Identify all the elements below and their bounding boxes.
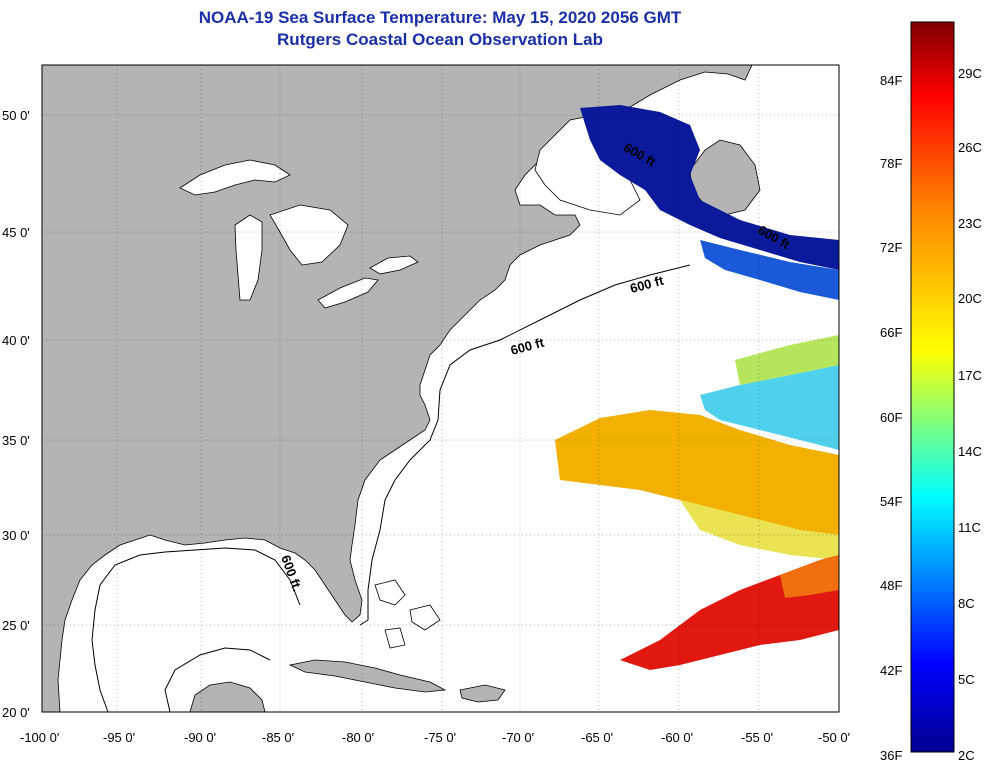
lon-tick-label: -95 0' (103, 730, 135, 745)
bahamas (374, 579, 441, 649)
colorbar-f-labels: 84F 78F 72F 66F 60F 54F 48F 42F 36F (880, 73, 902, 763)
colorbar-c-label: 17C (958, 368, 982, 383)
sst-yellow-region (680, 500, 839, 560)
yucatan (189, 681, 266, 712)
lat-tick-label: 30 0' (2, 528, 30, 543)
lon-tick-label: -90 0' (184, 730, 216, 745)
island-cuba (288, 659, 447, 693)
sst-green-region (735, 335, 839, 385)
colorbar-f-label: 54F (880, 494, 902, 509)
colorbar-c-label: 20C (958, 291, 982, 306)
lat-axis: 50 0' 45 0' 40 0' 35 0' 30 0' 25 0' 20 0… (2, 108, 30, 720)
sst-warm-region (555, 410, 839, 535)
land-north-america (42, 65, 753, 712)
lat-tick-label: 40 0' (2, 333, 30, 348)
lat-tick-label: 25 0' (2, 618, 30, 633)
lat-tick-label: 20 0' (2, 705, 30, 720)
lon-tick-label: -75 0' (424, 730, 456, 745)
lat-tick-label: 50 0' (2, 108, 30, 123)
lat-tick-label: 45 0' (2, 225, 30, 240)
depth-contour-gulf-inner (164, 647, 271, 712)
colorbar-c-label: 14C (958, 444, 982, 459)
colorbar-c-labels: 29C 26C 23C 20C 17C 14C 11C 8C 5C 2C (958, 66, 982, 763)
lon-tick-label: -85 0' (262, 730, 294, 745)
lake-ontario (369, 255, 419, 275)
newfoundland (689, 139, 761, 216)
colorbar-c-label: 26C (958, 140, 982, 155)
lake-michigan (234, 214, 263, 301)
lake-huron (269, 204, 349, 266)
colorbar-c-label: 29C (958, 66, 982, 81)
island-hispaniola (459, 684, 506, 703)
lat-tick-label: 35 0' (2, 433, 30, 448)
colorbar-f-label: 66F (880, 325, 902, 340)
lon-tick-label: -60 0' (661, 730, 693, 745)
colorbar-f-label: 72F (880, 240, 902, 255)
colorbar-c-label: 2C (958, 748, 975, 763)
colorbar-c-label: 23C (958, 216, 982, 231)
colorbar-f-label: 36F (880, 748, 902, 763)
depth-contour-600ft (91, 264, 691, 712)
map-title: NOAA-19 Sea Surface Temperature: May 15,… (198, 8, 682, 27)
plot-border (41, 64, 840, 713)
lon-tick-label: -70 0' (502, 730, 534, 745)
colorbar-c-label: 8C (958, 596, 975, 611)
lon-axis: -100 0' -95 0' -90 0' -85 0' -80 0' -75 … (20, 730, 850, 745)
sst-orange-region (780, 555, 839, 598)
lon-tick-label: -50 0' (818, 730, 850, 745)
colorbar-c-label: 11C (958, 520, 981, 535)
sst-cold-region (580, 105, 839, 270)
colorbar-f-label: 48F (880, 578, 902, 593)
sst-mid-region (700, 365, 839, 450)
colorbar-f-label: 42F (880, 663, 902, 678)
lon-tick-label: -65 0' (581, 730, 613, 745)
lon-tick-label: -55 0' (741, 730, 773, 745)
lon-tick-label: -100 0' (20, 730, 59, 745)
map-subtitle: Rutgers Coastal Ocean Observation Lab (277, 30, 603, 49)
colorbar-f-label: 60F (880, 410, 902, 425)
lake-erie (317, 277, 379, 309)
colorbar-f-label: 84F (880, 73, 902, 88)
grid-lines (42, 65, 839, 712)
temperature-colorbar (910, 21, 955, 753)
sst-cool-region (700, 240, 839, 300)
colorbar-c-label: 5C (958, 672, 975, 687)
lon-tick-label: -80 0' (342, 730, 374, 745)
colorbar-f-label: 78F (880, 156, 902, 171)
lake-superior (179, 159, 291, 196)
